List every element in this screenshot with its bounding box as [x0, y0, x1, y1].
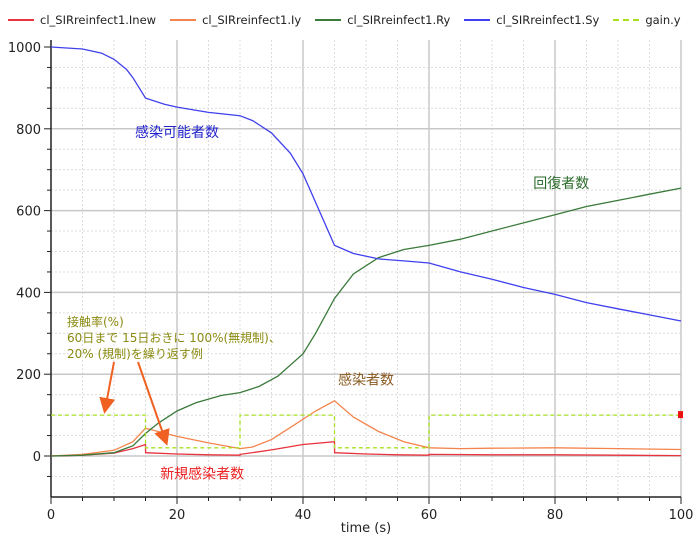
y-tick-label: 1000: [8, 41, 41, 56]
x-tick-label: 40: [295, 508, 312, 523]
series-lines: [50, 46, 683, 457]
legend-item: cl_SIRreinfect1.Sy: [464, 13, 599, 27]
legend-swatch: [315, 19, 342, 21]
note-text: 60日まで 15日おきに 100%(無規制)、: [67, 330, 281, 345]
series-line: [50, 400, 682, 457]
legend-label: cl_SIRreinfect1.Iy: [202, 13, 302, 27]
grid: [51, 40, 682, 497]
x-tick-label: 80: [547, 508, 564, 523]
x-tick-label: 100: [669, 508, 694, 523]
note-text: 20% (規制)を繰り返す例: [67, 346, 203, 361]
y-tick-label: 0: [33, 450, 41, 465]
x-tick-label: 0: [47, 508, 55, 523]
legend-swatch: [170, 19, 197, 21]
legend: cl_SIRreinfect1.Inew cl_SIRreinfect1.Iy cl…: [0, 10, 700, 30]
y-tick-label: 400: [16, 286, 41, 301]
legend-item: gain.y: [613, 13, 681, 27]
y-tick-label: 200: [16, 368, 41, 383]
series-line: [50, 187, 682, 457]
legend-label: cl_SIRreinfect1.Ry: [347, 13, 451, 27]
end-marker: [678, 411, 683, 419]
x-tick-label: 60: [421, 508, 438, 523]
legend-label: cl_SIRreinfect1.Inew: [40, 13, 157, 27]
y-tick-label: 800: [16, 123, 41, 138]
curve-annotation: 回復者数: [533, 175, 589, 192]
legend-swatch: [464, 19, 491, 21]
axes: 0 200 400 600 800 1000 0 20 40 60 80 100: [8, 40, 694, 523]
series-line: [51, 414, 681, 449]
curve-annotation: 感染可能者数: [135, 124, 219, 141]
curve-annotation: 感染者数: [338, 371, 394, 388]
series-line: [50, 440, 682, 457]
legend-label: gain.y: [645, 13, 681, 27]
legend-swatch: [613, 19, 640, 21]
y-tick-label: 600: [16, 205, 41, 220]
arrow-icon: [99, 361, 116, 414]
legend-item: cl_SIRreinfect1.Iy: [170, 13, 301, 27]
legend-item: cl_SIRreinfect1.Inew: [8, 13, 156, 27]
series-line: [50, 46, 682, 322]
arrow-icon: [137, 361, 170, 446]
legend-label: cl_SIRreinfect1.Sy: [496, 13, 600, 27]
note-text: 接触率(%): [67, 314, 124, 329]
x-tick-label: 20: [169, 508, 186, 523]
legend-item: cl_SIRreinfect1.Ry: [315, 13, 450, 27]
legend-swatch: [8, 19, 34, 21]
x-axis-label: time (s): [341, 521, 391, 536]
curve-annotation: 新規感染者数: [160, 465, 244, 482]
